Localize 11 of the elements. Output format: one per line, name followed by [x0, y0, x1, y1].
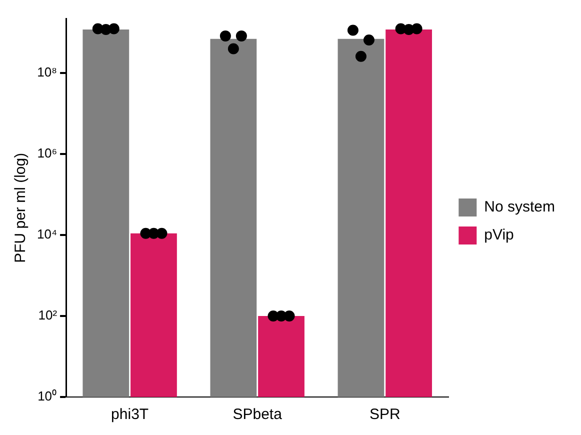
- x-tick-label: SPR: [369, 406, 400, 424]
- legend-label: pVip: [484, 226, 514, 244]
- y-tick-label: 10⁰: [38, 388, 58, 404]
- y-axis-title: PFU per ml (log): [12, 152, 30, 263]
- x-tick-label: SPbeta: [232, 406, 283, 424]
- legend-label: No system: [484, 198, 556, 216]
- y-tick-label: 10²: [38, 308, 58, 323]
- y-tick-label: 10⁸: [37, 64, 58, 80]
- y-tick-label: 10⁶: [37, 146, 58, 161]
- x-tick-label: phi3T: [111, 406, 149, 424]
- y-tick-label: 10⁴: [37, 226, 58, 242]
